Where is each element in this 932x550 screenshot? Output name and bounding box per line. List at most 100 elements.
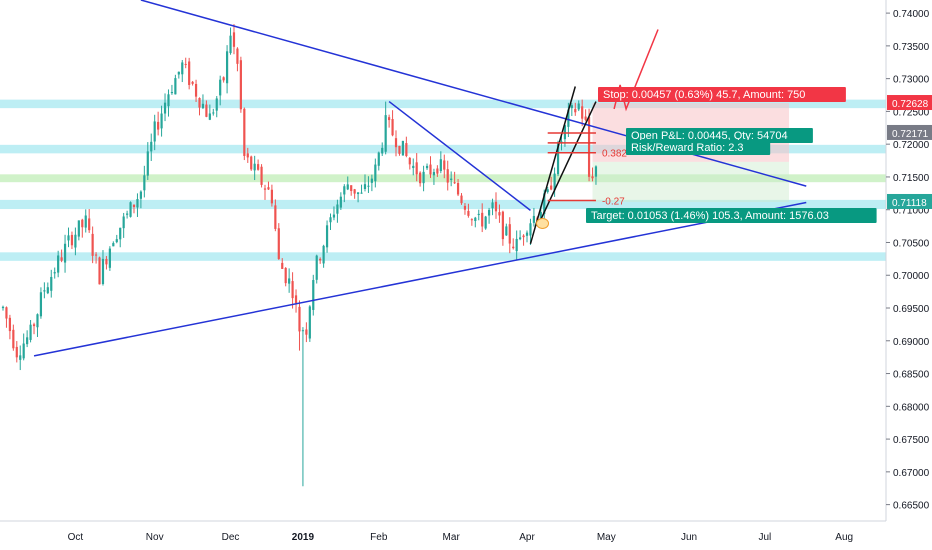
candle-body xyxy=(391,119,394,136)
candle-body xyxy=(450,178,453,180)
candle-body xyxy=(191,81,194,84)
candle-body xyxy=(332,214,336,218)
candle-body xyxy=(132,204,136,208)
price-tick-label: 0.73500 xyxy=(893,42,930,53)
open-pnl-label: Open P&L: 0.00445, Qty: 54704 xyxy=(631,130,788,142)
candle-body xyxy=(570,105,573,109)
fib-level-label: 0.382 xyxy=(602,149,627,160)
candle-body xyxy=(412,165,415,169)
candle-body xyxy=(229,35,232,54)
price-tag: 0.72628 xyxy=(892,99,929,110)
candle-body xyxy=(398,145,401,154)
candle-body xyxy=(401,140,405,156)
candle-body xyxy=(19,355,22,360)
candle-body xyxy=(91,233,94,256)
fib-level-label: -0.27 xyxy=(602,197,625,208)
candle-body xyxy=(291,281,294,299)
price-tick-label: 0.67500 xyxy=(893,435,930,446)
candle-body xyxy=(356,192,360,195)
candle-body xyxy=(98,257,101,285)
candle-body xyxy=(36,314,39,328)
candle-body xyxy=(556,142,560,175)
time-tick-label: Nov xyxy=(146,532,164,543)
time-tick-label: Dec xyxy=(222,532,240,543)
candle-body xyxy=(12,329,15,349)
candle-body xyxy=(29,324,32,340)
candle-body xyxy=(208,113,211,120)
candle-body xyxy=(529,223,532,236)
candle-body xyxy=(77,220,80,237)
candle-body xyxy=(70,234,74,246)
candle-body xyxy=(374,164,377,182)
candle-body xyxy=(160,113,163,129)
candle-body xyxy=(122,216,125,229)
candle-body xyxy=(53,272,56,274)
trendlines xyxy=(33,0,807,357)
price-tick-label: 0.73000 xyxy=(893,75,930,86)
candle-body xyxy=(550,185,553,190)
candle-body xyxy=(329,217,332,223)
candle-body xyxy=(577,103,580,110)
candle-body xyxy=(415,162,418,175)
price-tick-label: 0.70000 xyxy=(893,271,930,282)
candle-body xyxy=(339,196,342,208)
support-resistance-zones xyxy=(0,99,886,261)
price-tick-label: 0.71000 xyxy=(893,206,930,217)
candle-body xyxy=(491,202,494,209)
candle-body xyxy=(22,343,25,359)
candle-body xyxy=(522,235,525,238)
candle-body xyxy=(388,117,391,121)
price-tick-label: 0.71500 xyxy=(893,173,930,184)
candle-body xyxy=(405,143,408,156)
candle-body xyxy=(419,172,422,184)
candle-body xyxy=(498,212,501,216)
candle-body xyxy=(201,103,205,108)
candle-body xyxy=(370,178,373,183)
candle-body xyxy=(363,184,367,189)
price-tick-label: 0.68000 xyxy=(893,402,930,413)
trendline xyxy=(140,0,807,187)
time-tick-label: Feb xyxy=(370,532,388,543)
zone-band xyxy=(0,252,886,261)
candle-body xyxy=(298,306,301,332)
candle-body xyxy=(336,204,339,214)
candle-body xyxy=(353,189,356,194)
candle-body xyxy=(429,164,432,175)
candle-body xyxy=(519,237,522,240)
candle-body xyxy=(150,141,153,152)
candle-body xyxy=(350,185,353,192)
candle-body xyxy=(115,239,118,243)
risk-reward-label: Risk/Reward Ratio: 2.3 xyxy=(631,142,744,154)
time-tick-label: 2019 xyxy=(292,532,315,543)
target-zone xyxy=(592,161,790,202)
candle-body xyxy=(74,234,77,248)
candle-body xyxy=(284,268,287,284)
candle-body xyxy=(346,184,349,190)
candle-body xyxy=(456,183,460,195)
candle-body xyxy=(84,215,87,228)
target-label: Target: 0.01053 (1.46%) 105.3, Amount: 1… xyxy=(591,210,829,222)
candle-body xyxy=(325,225,329,248)
candle-body xyxy=(63,243,67,263)
candle-body xyxy=(139,191,142,199)
candle-body xyxy=(81,219,84,228)
candle-body xyxy=(567,109,570,127)
candle-body xyxy=(146,151,149,176)
candle-body xyxy=(512,246,515,249)
candle-body xyxy=(501,211,504,240)
candle-body xyxy=(222,77,225,81)
candle-body xyxy=(8,317,11,332)
candle-body xyxy=(477,213,480,216)
price-tick-label: 0.66500 xyxy=(893,501,930,512)
candle-body xyxy=(32,324,36,327)
candle-body xyxy=(60,257,63,261)
price-tag-bg xyxy=(887,95,932,111)
time-tick-label: Oct xyxy=(68,532,84,543)
candle-body xyxy=(236,48,239,64)
fibonacci-levels: 0.382 -0.27 xyxy=(547,132,627,208)
time-tick-label: Jul xyxy=(758,532,771,543)
candle-body xyxy=(119,227,122,240)
candle-body xyxy=(112,243,115,247)
candle-body xyxy=(587,117,591,177)
